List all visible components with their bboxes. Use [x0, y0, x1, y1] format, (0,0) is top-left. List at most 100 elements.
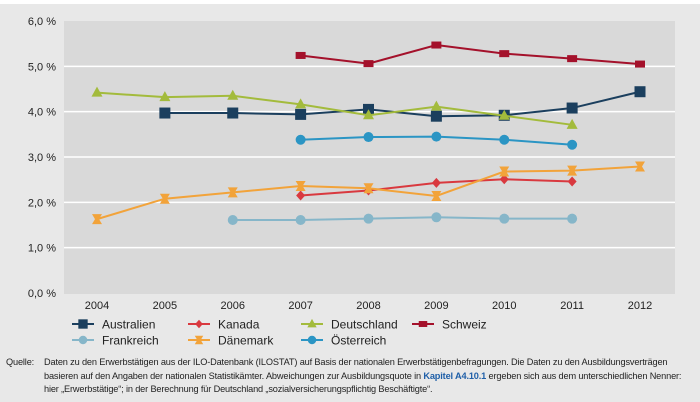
data-point — [295, 134, 306, 145]
chart-frame: 0,0 % 1,0 % 2,0 % 3,0 % 4,0 % 5,0 % 6,0 % 2004… — [0, 4, 700, 402]
legend-marker — [194, 335, 204, 345]
legend-item-österreich: Österreich — [301, 334, 386, 348]
data-point — [431, 131, 442, 142]
data-point — [499, 50, 510, 58]
data-point — [567, 213, 578, 224]
footnote-text-1: Daten zu den Erwerbstätigen aus der ILO-… — [44, 357, 668, 381]
data-point — [499, 134, 510, 145]
data-point — [499, 213, 510, 224]
y-tick-label: 5,0 % — [28, 61, 56, 73]
footnote-text-2: ergeben sich aus dem unterschiedlichen N… — [44, 370, 682, 395]
y-tick-label: 0,0 % — [28, 288, 56, 300]
x-tick-label: 2009 — [424, 300, 448, 312]
legend-marker — [307, 335, 317, 345]
series-line — [232, 216, 573, 222]
legend-label: Deutschland — [331, 318, 398, 332]
legend-label: Kanada — [218, 318, 260, 332]
y-tick-label: 3,0 % — [28, 152, 56, 164]
legend-label: Dänemark — [218, 334, 274, 348]
data-point — [159, 193, 170, 204]
x-tick-label: 2004 — [85, 300, 109, 312]
y-tick-label: 1,0 % — [28, 243, 56, 255]
legend-label: Österreich — [331, 334, 386, 348]
y-axis-ticks: 0,0 % 1,0 % 2,0 % 3,0 % 4,0 % 5,0 % 6,0 % — [28, 16, 56, 300]
legend-item-australien: Australien — [72, 318, 155, 332]
data-point — [430, 110, 442, 122]
x-tick-label: 2006 — [221, 300, 245, 312]
data-point — [431, 190, 442, 201]
legend-item-deutschland: Deutschland — [301, 318, 398, 332]
legend-item-kanada: Kanada — [188, 318, 260, 332]
data-point — [295, 98, 307, 109]
x-tick-label: 2010 — [492, 300, 516, 312]
y-tick-label: 4,0 % — [28, 107, 56, 119]
legend-marker — [78, 335, 88, 345]
data-point — [363, 60, 374, 68]
data-point — [91, 86, 103, 97]
data-point — [498, 109, 510, 120]
x-axis-ticks: 2004 2005 2006 2007 2008 2009 2010 2011 2012 — [85, 300, 652, 312]
data-point — [567, 139, 578, 150]
legend-item-schweiz: Schweiz — [412, 318, 487, 332]
chapter-link[interactable]: Kapitel A4.10.1 — [423, 370, 487, 381]
data-point — [430, 100, 442, 111]
data-point — [227, 187, 238, 198]
x-tick-label: 2012 — [628, 300, 652, 312]
legend-label: Frankreich — [102, 334, 159, 348]
line-chart: 0,0 % 1,0 % 2,0 % 3,0 % 4,0 % 5,0 % 6,0 % 2004… — [28, 16, 675, 348]
data-point — [295, 215, 306, 226]
data-point — [431, 177, 441, 188]
x-tick-label: 2011 — [560, 300, 584, 312]
series-österreich — [295, 131, 578, 150]
series-schweiz — [295, 41, 645, 68]
series-group — [91, 41, 646, 226]
data-point — [227, 89, 239, 100]
footnote-prefix: Quelle: — [6, 357, 35, 367]
legend-marker — [195, 319, 203, 329]
series-kanada — [296, 174, 577, 201]
legend-item-frankreich: Frankreich — [72, 334, 159, 348]
data-point — [567, 165, 578, 176]
data-point — [567, 176, 577, 187]
data-point — [92, 214, 102, 225]
data-point — [295, 51, 306, 59]
legend-marker — [418, 321, 428, 327]
y-tick-label: 2,0 % — [28, 197, 56, 209]
data-point — [363, 213, 374, 224]
legend-marker — [78, 319, 88, 329]
data-point — [567, 55, 578, 63]
x-tick-label: 2007 — [288, 300, 312, 312]
data-point — [296, 190, 306, 201]
legend: Australien Kanada Deutschland Schweiz Frankr… — [72, 318, 487, 348]
source-footnote: Quelle: Daten zu den Erwerbstätigen aus … — [6, 356, 696, 397]
data-point — [566, 118, 578, 129]
series-line — [96, 91, 573, 126]
data-point — [363, 183, 374, 194]
data-point — [431, 41, 442, 49]
data-point — [227, 215, 238, 226]
legend-marker — [307, 318, 317, 328]
data-point — [431, 212, 442, 223]
series-deutschland — [91, 86, 578, 129]
series-line — [300, 44, 641, 66]
data-point — [159, 107, 171, 119]
data-point — [499, 166, 510, 177]
data-point — [499, 174, 509, 185]
data-point — [227, 107, 239, 119]
data-point — [635, 60, 645, 68]
legend-label: Australien — [102, 318, 155, 332]
data-point — [635, 161, 645, 172]
data-point — [295, 181, 306, 192]
footnote-body: Daten zu den Erwerbstätigen aus der ILO-… — [44, 356, 696, 397]
data-point — [295, 108, 307, 120]
series-frankreich — [227, 212, 578, 226]
series-dänemark — [92, 161, 645, 225]
data-point — [159, 91, 171, 102]
series-line — [164, 90, 641, 118]
data-point — [634, 86, 646, 98]
legend-item-dänemark: Dänemark — [188, 334, 274, 348]
legend-label: Schweiz — [442, 318, 487, 332]
x-tick-label: 2008 — [356, 300, 380, 312]
y-tick-label: 6,0 % — [28, 16, 56, 28]
data-point — [363, 132, 374, 143]
